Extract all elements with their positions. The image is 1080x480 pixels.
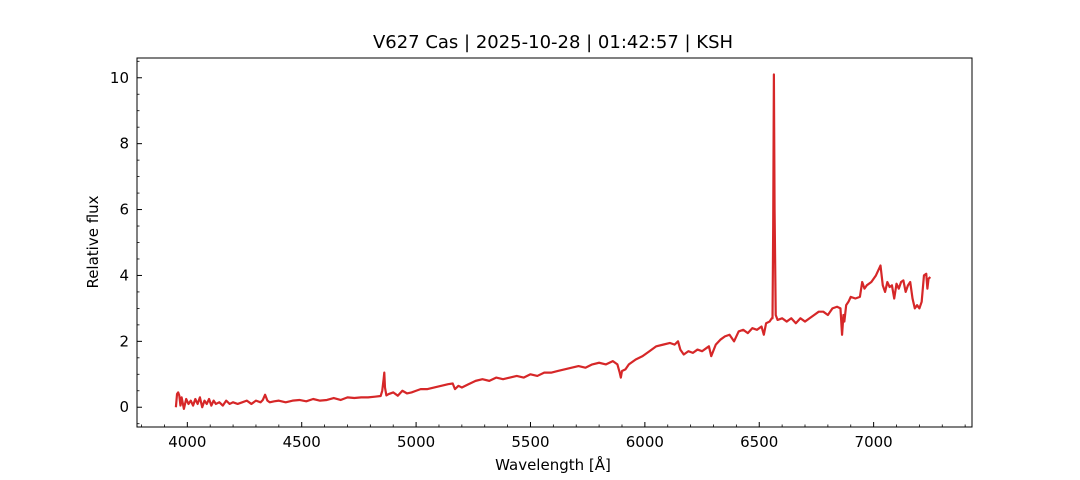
y-tick-label-2: 2: [119, 332, 129, 350]
x-tick-label-5000: 5000: [397, 433, 435, 451]
y-tick-label-0: 0: [119, 398, 129, 416]
y-tick-label-8: 8: [119, 135, 129, 153]
x-tick-label-6500: 6500: [740, 433, 778, 451]
y-tick-label-10: 10: [110, 69, 129, 87]
y-axis-label: Relative flux: [84, 195, 102, 288]
x-axis-label: Wavelength [Å]: [495, 455, 611, 474]
chart-title: V627 Cas | 2025-10-28 | 01:42:57 | KSH: [373, 32, 733, 53]
y-tick-label-4: 4: [119, 266, 129, 284]
x-tick-label-6000: 6000: [626, 433, 664, 451]
x-tick-label-5500: 5500: [511, 433, 549, 451]
series-line-0: [174, 73, 932, 410]
x-tick-label-4000: 4000: [168, 433, 206, 451]
x-tick-label-7000: 7000: [855, 433, 893, 451]
plot-area: 4000 4500 5000 5500 6000 6500 7000 0 2 4 6 8 10: [110, 57, 973, 451]
x-tick-label-4500: 4500: [283, 433, 321, 451]
y-tick-label-6: 6: [119, 201, 129, 219]
